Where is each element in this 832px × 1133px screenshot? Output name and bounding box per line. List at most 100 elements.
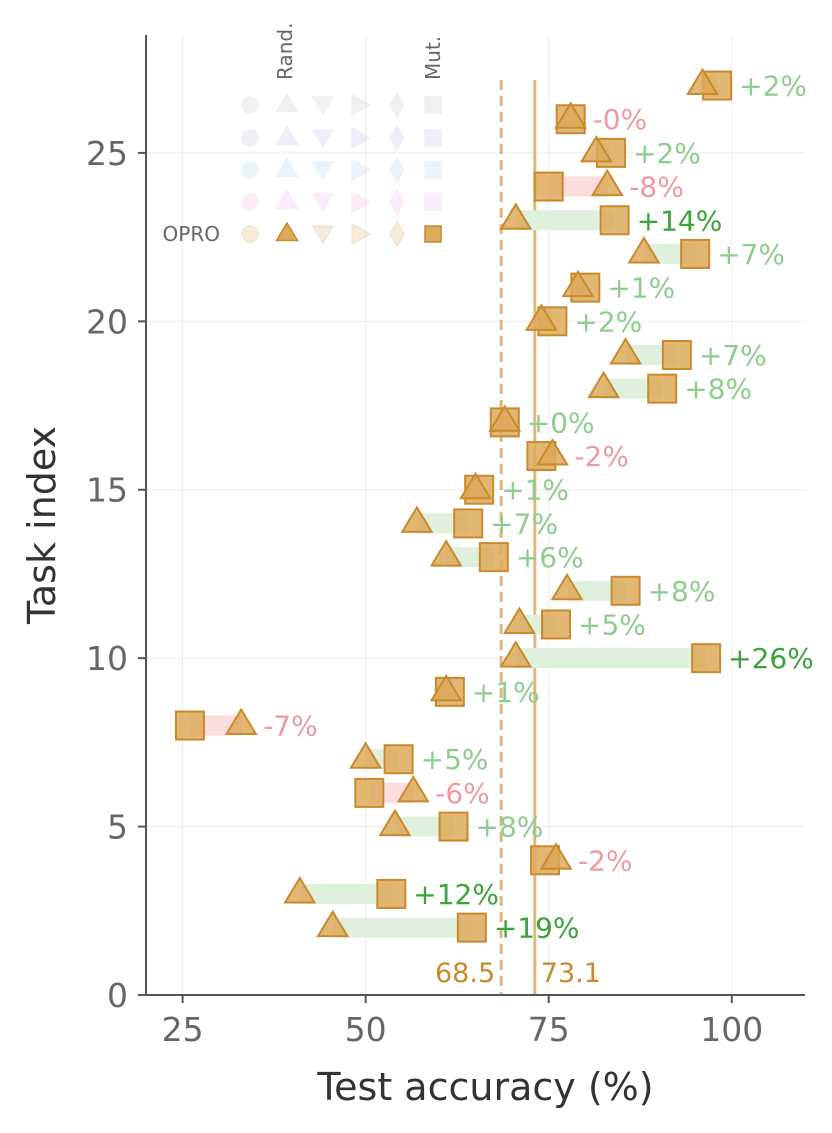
legend-marker — [241, 129, 259, 147]
reference-label: 68.5 — [435, 958, 495, 989]
legend-header-mut: Mut. — [421, 36, 445, 80]
delta-label: +8% — [648, 575, 716, 608]
delta-label: +12% — [413, 878, 499, 911]
legend-marker — [389, 156, 405, 184]
opro-rand-triangle-marker — [535, 438, 569, 466]
delta-label: -2% — [578, 844, 633, 877]
x-tick-label: 25 — [162, 1010, 204, 1049]
delta-label: +26% — [728, 642, 814, 675]
delta-labels: +19%+12%-2%+8%-6%+5%-7%+1%+26%+5%+8%+6%+… — [263, 70, 814, 945]
delta-label: +6% — [516, 541, 584, 574]
legend-marker — [389, 124, 405, 152]
delta-label: +14% — [637, 204, 723, 237]
delta-label: +1% — [472, 676, 540, 709]
opro-rand-triangle-marker — [579, 134, 613, 163]
legend-marker — [311, 96, 335, 116]
opro-rand-triangle-marker — [590, 168, 624, 197]
delta-label: +2% — [739, 70, 807, 103]
opro-rand-triangle-marker — [429, 673, 463, 702]
delta-label: +0% — [527, 406, 595, 439]
legend-marker — [311, 193, 335, 213]
delta-bar — [332, 917, 472, 938]
legend-marker — [311, 161, 335, 181]
legend-header-rand: Rand. — [273, 23, 297, 80]
opro-rand-triangle-marker — [499, 640, 533, 668]
legend-marker — [389, 220, 405, 248]
legend-marker — [311, 225, 335, 245]
y-tick-label: 15 — [86, 471, 128, 510]
delta-label: +7% — [717, 238, 785, 271]
opro-rand-triangle-marker — [378, 808, 412, 837]
reference-label: 73.1 — [541, 958, 601, 989]
y-tick-label: 20 — [86, 302, 128, 341]
legend-marker — [275, 189, 299, 210]
opro-mut-square-marker — [661, 340, 692, 370]
opro-rand-triangle-marker — [524, 303, 558, 331]
opro-rand-triangle-marker — [554, 101, 588, 129]
opro-mut-square-marker — [647, 373, 678, 404]
opro-mut-square-marker — [376, 878, 407, 909]
opro-rand-triangle-marker — [587, 370, 621, 399]
legend-marker — [424, 161, 442, 179]
delta-bar — [515, 210, 615, 231]
opro-mut-square-marker — [354, 777, 385, 808]
delta-label: +1% — [607, 272, 675, 305]
x-tick-label: 50 — [345, 1010, 387, 1049]
opro-rand-triangle-marker — [349, 741, 383, 769]
delta-label: -6% — [435, 777, 490, 810]
opro-mut-square-marker — [453, 508, 484, 539]
legend-marker — [241, 225, 259, 243]
delta-label: +5% — [578, 608, 646, 641]
opro-mut-square-marker — [438, 811, 469, 842]
opro-rand-triangle-marker — [283, 876, 317, 904]
legend-marker — [241, 96, 259, 114]
opro-mut-square-marker — [599, 205, 630, 236]
delta-label: +7% — [490, 507, 558, 540]
reference-lines: 68.5 73.1 — [435, 80, 601, 995]
delta-bar — [515, 648, 707, 669]
legend-marker — [275, 221, 299, 242]
opro-rand-triangle-marker — [499, 202, 533, 230]
legend-marker — [424, 193, 442, 211]
delta-label: +8% — [684, 373, 752, 406]
opro-rand-triangle-marker — [396, 774, 430, 803]
legend-row-label: OPRO — [163, 222, 220, 246]
legend: Rand. Mut. OPRO — [163, 23, 445, 248]
delta-label: -0% — [593, 103, 648, 136]
delta-label: +7% — [699, 339, 767, 372]
opro-mut-square-marker — [456, 912, 487, 943]
opro-mut-square-marker — [478, 542, 509, 573]
opro-rand-triangle-marker — [550, 572, 584, 601]
y-tick-label: 10 — [86, 639, 128, 678]
delta-label: +2% — [633, 137, 701, 170]
opro-rand-triangle-marker — [502, 606, 536, 634]
legend-marker — [389, 188, 405, 216]
opro-mut-square-marker — [383, 744, 414, 775]
legend-marker — [311, 129, 335, 149]
legend-marker — [351, 126, 372, 150]
opro-rand-triangle-marker — [459, 471, 492, 500]
legend-marker — [241, 161, 259, 179]
opro-rand-triangle-marker — [627, 236, 661, 264]
x-tick-label: 100 — [700, 1010, 763, 1049]
opro-mut-square-marker — [610, 575, 641, 606]
opro-mut-square-marker — [174, 710, 205, 741]
opro-rand-triangle-marker — [400, 505, 434, 533]
legend-marker — [389, 91, 405, 119]
y-tick-label: 5 — [107, 808, 128, 847]
delta-label: +1% — [501, 474, 569, 507]
delta-label: +8% — [476, 811, 544, 844]
legend-marker — [424, 96, 442, 114]
y-tick-label: 0 — [107, 976, 128, 1015]
legend-marker — [351, 93, 372, 117]
legend-marker — [275, 125, 299, 146]
delta-label: +2% — [574, 305, 642, 338]
opro-rand-triangle-marker — [429, 539, 463, 567]
opro-rand-triangle-marker — [609, 337, 643, 365]
opro-rand-triangle-marker — [686, 67, 719, 96]
markers — [174, 67, 733, 943]
delta-label: -2% — [574, 440, 629, 473]
x-axis-title: Test accuracy (%) — [316, 1065, 653, 1109]
delta-label: -7% — [263, 710, 318, 743]
opro-rand-triangle-marker — [488, 404, 522, 432]
